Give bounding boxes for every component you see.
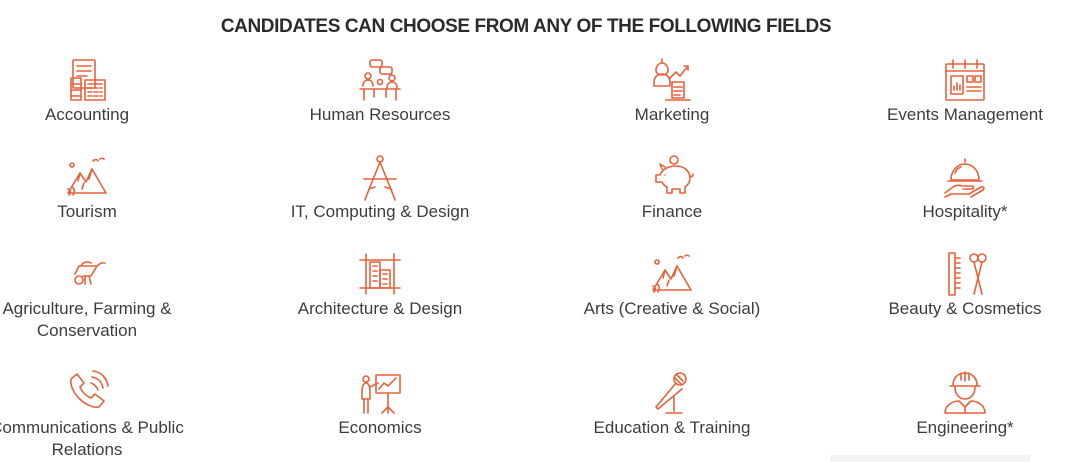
field-communications[interactable]: Communications & Public Relations [0, 369, 237, 461]
presentation-icon [356, 369, 404, 417]
page-title: CANDIDATES CAN CHOOSE FROM ANY OF THE FO… [0, 16, 1052, 38]
field-human-resources[interactable]: Human Resources [230, 56, 530, 126]
field-label: Education & Training [522, 417, 822, 439]
field-label: Beauty & Cosmetics [815, 298, 1067, 320]
compass-icon [356, 153, 404, 201]
comb-scissors-icon [941, 250, 989, 298]
field-label: Agriculture, Farming & [0, 298, 237, 320]
field-beauty-cosmetics[interactable]: Beauty & Cosmetics [815, 250, 1067, 320]
piggy-bank-icon [648, 153, 696, 201]
events-calendar-icon [941, 56, 989, 104]
field-label: IT, Computing & Design [230, 201, 530, 223]
human-resources-icon [356, 56, 404, 104]
field-events-management[interactable]: Events Management [815, 56, 1067, 126]
field-hospitality[interactable]: Hospitality* [815, 153, 1067, 223]
field-label: Human Resources [230, 104, 530, 126]
field-education-training[interactable]: Education & Training [522, 369, 822, 439]
cloche-icon [941, 153, 989, 201]
field-label: Relations [0, 439, 237, 461]
mountains-icon [63, 153, 111, 201]
field-label: Arts (Creative & Social) [522, 298, 822, 320]
field-agriculture[interactable]: Agriculture, Farming & Conservation [0, 250, 237, 342]
engineer-icon [941, 369, 989, 417]
field-label: Economics [230, 417, 530, 439]
marketing-icon [648, 56, 696, 104]
field-architecture-design[interactable]: Architecture & Design [230, 250, 530, 320]
field-label: Tourism [0, 201, 237, 223]
field-marketing[interactable]: Marketing [522, 56, 822, 126]
field-accounting[interactable]: Accounting [0, 56, 237, 126]
field-engineering[interactable]: Engineering* [815, 369, 1067, 439]
field-label: Hospitality* [815, 201, 1067, 223]
field-tourism[interactable]: Tourism [0, 153, 237, 223]
scroll-fade [830, 455, 1030, 462]
field-label: Events Management [815, 104, 1067, 126]
field-label: Communications & Public [0, 417, 237, 439]
field-label: Engineering* [815, 417, 1067, 439]
field-label: Conservation [0, 320, 237, 342]
wheelbarrow-icon [63, 250, 111, 298]
phone-icon [63, 369, 111, 417]
field-it-computing-design[interactable]: IT, Computing & Design [230, 153, 530, 223]
field-label: Finance [522, 201, 822, 223]
accounting-icon [63, 56, 111, 104]
field-label: Accounting [0, 104, 237, 126]
field-arts[interactable]: Arts (Creative & Social) [522, 250, 822, 320]
building-plan-icon [356, 250, 404, 298]
field-economics[interactable]: Economics [230, 369, 530, 439]
field-finance[interactable]: Finance [522, 153, 822, 223]
field-label: Architecture & Design [230, 298, 530, 320]
field-label: Marketing [522, 104, 822, 126]
landscape-icon [648, 250, 696, 298]
microphone-icon [648, 369, 696, 417]
